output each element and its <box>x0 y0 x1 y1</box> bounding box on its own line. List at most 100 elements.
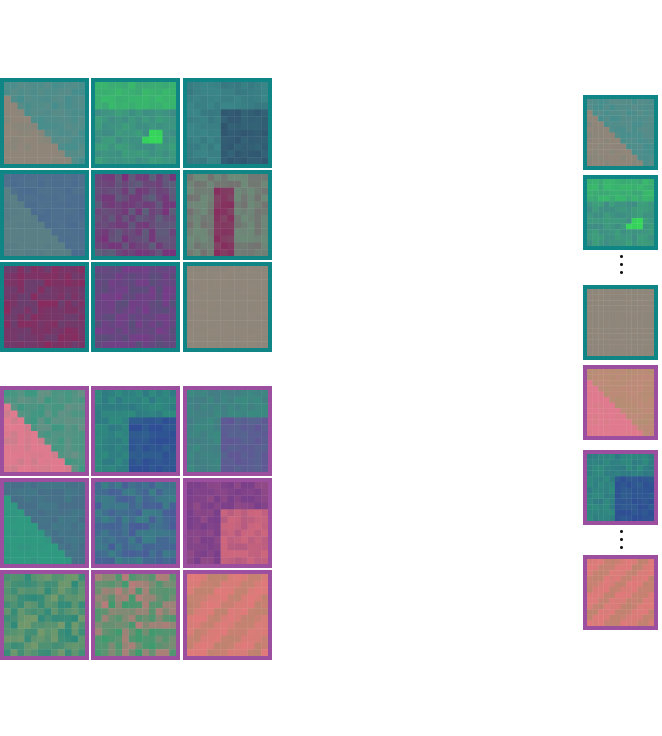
patch-pixel <box>241 495 248 503</box>
patch-pixel <box>200 621 208 629</box>
patch-pixel <box>135 235 143 243</box>
patch-pixel <box>115 574 123 581</box>
patch-pixel <box>24 495 32 503</box>
patch-pixel <box>603 223 610 230</box>
patch-pixel <box>155 523 163 530</box>
patch-pixel <box>64 465 72 472</box>
teal-group-column-tile <box>583 95 658 170</box>
patch-pixel <box>44 396 52 404</box>
patch-pixel <box>135 102 143 110</box>
patch-pixel <box>614 487 621 494</box>
patch-pixel <box>227 458 235 466</box>
patch-pixel <box>609 385 616 392</box>
patch-pixel <box>609 476 616 483</box>
patch-pixel <box>220 635 228 643</box>
patch-pixel <box>187 327 194 335</box>
patch-pixel <box>71 495 79 503</box>
patch-pixel <box>637 413 643 420</box>
patch-pixel <box>193 242 201 250</box>
patch-pixel <box>115 543 123 551</box>
patch-pixel <box>162 424 170 432</box>
patch-pixel <box>193 249 201 256</box>
patch-pixel <box>227 157 235 164</box>
patch-pixel <box>609 369 616 375</box>
patch-pixel <box>115 403 123 411</box>
teal-group-grid-tile <box>91 78 180 168</box>
patch-pixel <box>51 293 59 301</box>
patch-pixel <box>200 123 208 130</box>
patch-pixel <box>234 201 242 209</box>
patch-pixel <box>115 249 123 256</box>
patch-pixel <box>598 206 604 213</box>
patch-pixel <box>598 570 604 576</box>
patch-pixel <box>122 451 129 459</box>
patch-pixel <box>122 221 129 229</box>
patch-pixel <box>115 307 123 314</box>
patch-pixel <box>64 557 72 564</box>
patch-pixel <box>122 313 129 321</box>
patch-pixel <box>135 116 143 124</box>
patch-pixel <box>155 129 163 137</box>
patch-pixel <box>51 396 59 404</box>
patch-pixel <box>24 488 32 496</box>
patch-pixel <box>620 408 627 414</box>
patch-pixel <box>598 184 604 191</box>
patch-pixel <box>115 410 123 418</box>
patch-pixel <box>220 194 228 202</box>
patch-pixel <box>169 307 176 314</box>
patch-pixel <box>642 126 649 133</box>
patch-pixel <box>241 417 248 425</box>
patch-pixel <box>200 390 208 397</box>
patch-pixel <box>122 235 129 243</box>
patch-pixel <box>603 99 610 105</box>
patch-pixel <box>200 502 208 510</box>
patch-pixel <box>4 482 11 489</box>
patch-pixel <box>149 574 156 581</box>
patch-pixel <box>101 293 109 301</box>
patch-pixel <box>207 628 215 636</box>
patch-pixel <box>64 300 72 308</box>
patch-pixel <box>149 529 156 537</box>
patch-pixel <box>169 557 176 564</box>
patch-pixel <box>169 495 176 503</box>
patch-pixel <box>592 609 599 615</box>
patch-pixel <box>234 102 242 110</box>
patch-pixel <box>187 279 194 287</box>
patch-pixel <box>122 341 129 348</box>
patch-pixel <box>10 580 18 588</box>
patch-pixel <box>78 143 85 151</box>
patch-pixel <box>24 221 32 229</box>
patch-pixel <box>261 109 268 117</box>
patch-pixel <box>101 488 109 496</box>
patch-pixel <box>592 322 599 329</box>
patch-pixel <box>31 116 38 124</box>
patch-pixel <box>241 557 248 564</box>
ellipsis-dot <box>620 530 623 533</box>
patch-pixel <box>603 212 610 219</box>
patch-pixel <box>193 550 201 558</box>
purple-group-column-tile <box>583 450 658 525</box>
patch-pixel <box>187 536 194 544</box>
patch-pixel <box>64 102 72 110</box>
patch-pixel <box>220 509 228 517</box>
patch-pixel <box>642 201 649 208</box>
patch-pixel <box>108 136 116 144</box>
patch-pixel <box>207 390 215 397</box>
patch-pixel <box>95 157 102 164</box>
patch-pixel <box>241 594 248 602</box>
patch-pixel <box>609 396 616 403</box>
patch-pixel <box>108 410 116 418</box>
patch-pixel <box>648 515 654 521</box>
patch-pixel <box>128 621 136 629</box>
patch-pixel <box>17 293 25 301</box>
patch-pixel <box>241 458 248 466</box>
patch-pixel <box>241 150 248 158</box>
patch-pixel <box>37 293 45 301</box>
patch-pixel <box>598 454 604 460</box>
patch-pixel <box>17 594 25 602</box>
patch-pixel <box>254 649 262 656</box>
patch-pixel <box>78 180 85 188</box>
patch-pixel <box>234 307 242 314</box>
patch-pixel <box>200 424 208 432</box>
patch-pixel <box>214 95 221 103</box>
